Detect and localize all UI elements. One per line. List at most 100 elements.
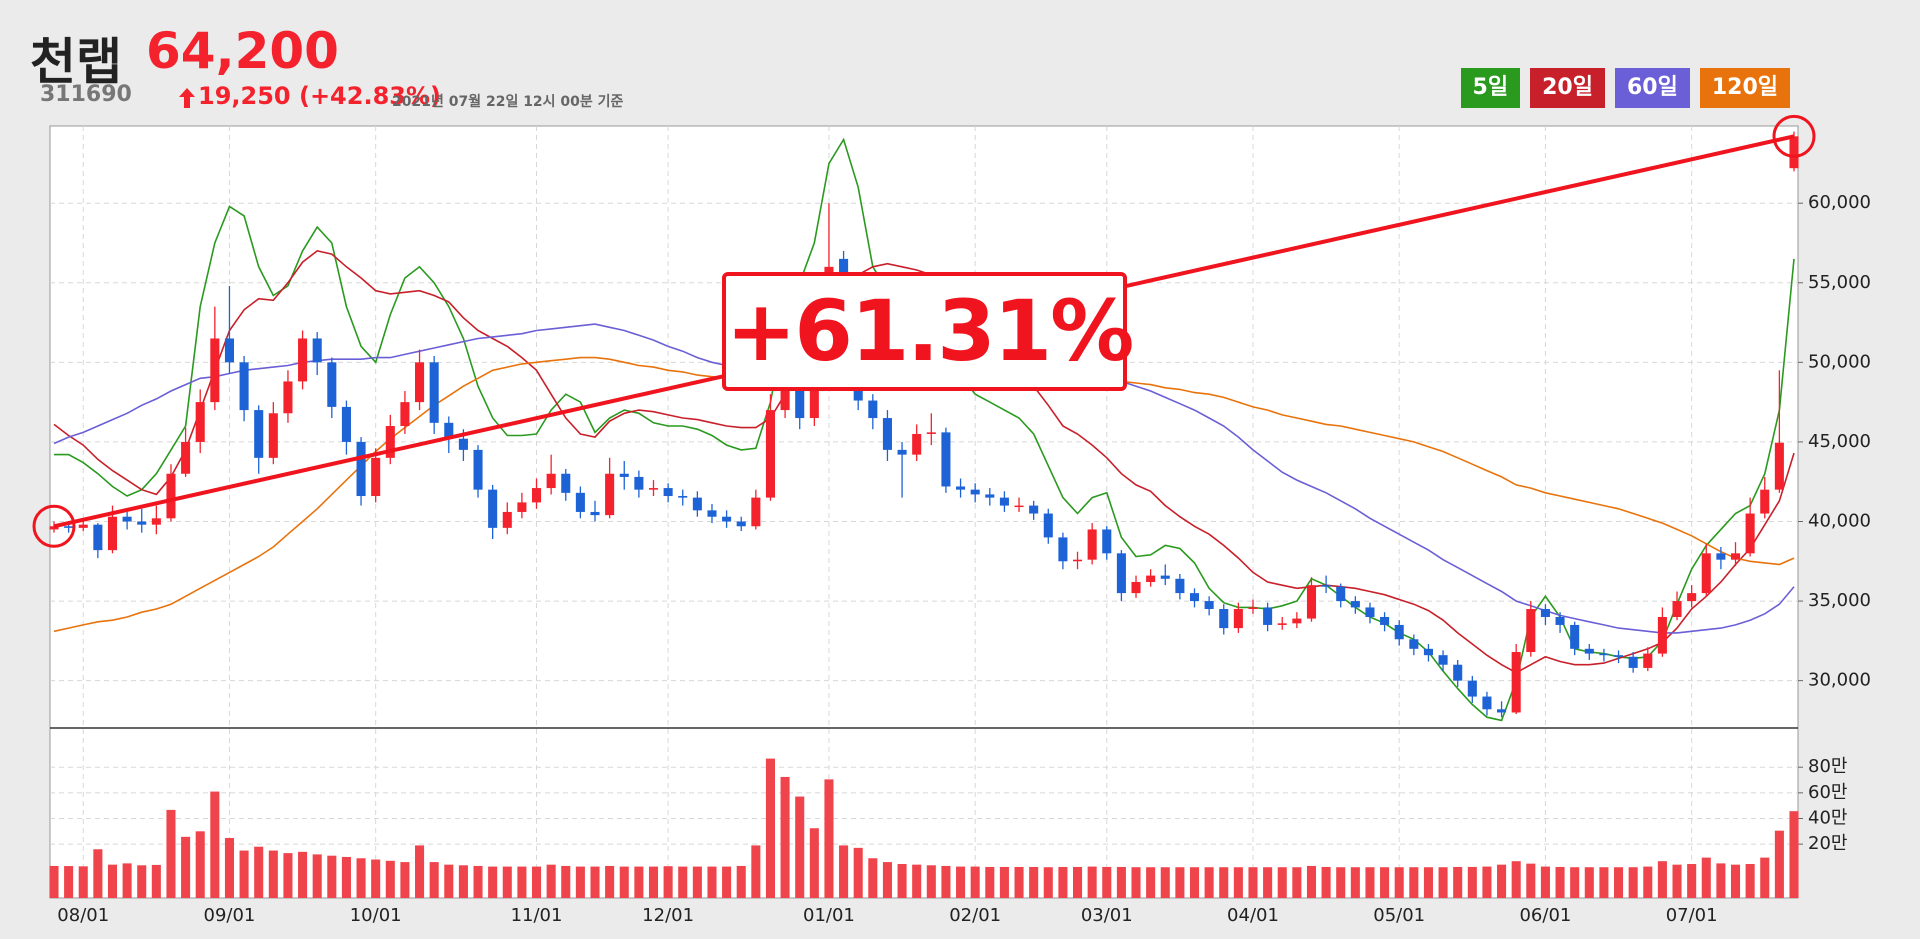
candle-body <box>1116 553 1126 594</box>
candle-body <box>458 438 468 450</box>
volume-bar <box>1789 811 1799 898</box>
candle-body <box>1204 601 1214 610</box>
y-tick-label: 45,000 <box>1808 431 1871 452</box>
candle-body <box>1730 553 1741 560</box>
candle-body <box>1380 616 1390 625</box>
candle-body <box>692 497 702 511</box>
legend-item[interactable]: 5일 <box>1460 68 1521 108</box>
volume-bar <box>868 858 878 898</box>
candle-body <box>970 489 980 495</box>
volume-bar <box>341 856 351 898</box>
volume-bar <box>1146 867 1156 898</box>
volume-bar <box>1482 866 1492 898</box>
volume-bar <box>1306 865 1317 898</box>
volume-bar <box>1014 866 1024 898</box>
candle-body <box>1219 609 1229 629</box>
candle-body <box>502 511 512 528</box>
legend: 5일 20일 60일 120일 <box>1460 68 1790 108</box>
candle-body <box>1350 601 1360 608</box>
volume-bar <box>531 866 542 898</box>
legend-item[interactable]: 120일 <box>1699 68 1790 108</box>
volume-bar <box>1263 867 1273 898</box>
candle-body <box>882 418 892 450</box>
volume-bar <box>839 845 849 898</box>
legend-item[interactable]: 60일 <box>1614 68 1690 108</box>
candle-body <box>985 494 995 498</box>
volume-bar <box>882 862 892 898</box>
y-tick-label: 35,000 <box>1808 590 1871 611</box>
volume-bar <box>239 850 249 898</box>
candle-body <box>385 426 395 458</box>
candle-body <box>1716 553 1726 560</box>
candle-body <box>1072 559 1083 562</box>
candle-body <box>1701 553 1711 594</box>
candle-body <box>195 402 205 442</box>
volume-bar <box>1628 867 1638 898</box>
volume-bar <box>590 866 600 898</box>
candle-body <box>868 400 878 419</box>
volume-bar <box>1760 857 1770 898</box>
candle-body <box>1497 709 1507 713</box>
candle-body <box>1657 616 1667 654</box>
volume-bar <box>312 854 322 898</box>
volume-bar <box>1614 867 1624 898</box>
candle-body <box>166 473 176 519</box>
volume-tick-label: 20만 <box>1808 833 1847 854</box>
candle-body <box>1555 616 1565 625</box>
candle-body <box>1570 624 1580 649</box>
volume-bar <box>181 836 191 898</box>
candle-body <box>517 502 527 512</box>
stock-code: 311690 <box>40 82 132 107</box>
candle-body <box>663 488 673 497</box>
candle-body <box>999 497 1009 506</box>
candle-body <box>1599 653 1609 656</box>
candle-body <box>590 511 600 516</box>
legend-item[interactable]: 20일 <box>1530 68 1605 108</box>
candle-body <box>400 402 410 426</box>
candle-body <box>619 473 629 477</box>
candle-body <box>371 457 381 497</box>
candle-body <box>415 362 425 403</box>
volume-bar <box>1277 867 1287 898</box>
candle-body <box>1029 505 1039 514</box>
volume-bar <box>1204 867 1214 898</box>
candle-body <box>1058 537 1068 562</box>
candle-body <box>429 362 439 423</box>
candle-body <box>941 432 951 487</box>
candle-body <box>1277 623 1287 625</box>
volume-bar <box>722 866 732 898</box>
candle-body <box>1292 618 1302 624</box>
candle-body <box>1760 489 1770 514</box>
volume-bar <box>575 866 585 898</box>
volume-bar <box>488 866 498 898</box>
candle-body <box>897 449 907 455</box>
volume-bar <box>1350 867 1360 898</box>
volume-bar <box>795 796 805 898</box>
volume-bar <box>1321 866 1331 898</box>
candle-body <box>575 492 585 512</box>
candle-body <box>137 521 147 525</box>
volume-bar <box>151 864 161 898</box>
candle-body <box>1306 585 1317 619</box>
volume-bar <box>1730 864 1741 898</box>
volume-bar <box>1102 866 1112 898</box>
volume-bar <box>1087 866 1097 898</box>
x-tick-label: 02/01 <box>949 905 1001 926</box>
candle-body <box>1248 607 1258 610</box>
volume-bar <box>926 865 936 898</box>
volume-bar <box>1380 867 1390 898</box>
volume-bar <box>64 866 74 898</box>
volume-bar <box>999 866 1009 898</box>
candle-body <box>181 441 191 474</box>
volume-bar <box>1043 867 1053 898</box>
candle-body <box>1687 593 1697 602</box>
volume-bar <box>765 758 776 898</box>
candle-body <box>1453 664 1463 681</box>
volume-bar <box>707 866 717 898</box>
plot-area <box>49 125 1799 899</box>
volume-bar <box>1511 861 1521 898</box>
y-tick-label: 55,000 <box>1808 272 1871 293</box>
volume-bar <box>1438 867 1448 898</box>
candle-body <box>1467 680 1477 697</box>
